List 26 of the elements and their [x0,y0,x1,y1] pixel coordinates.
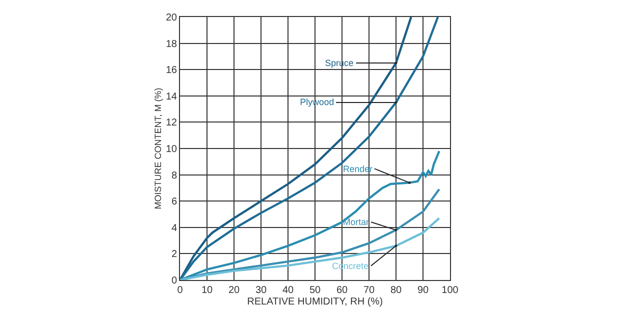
x-tick-label: 90 [417,285,429,296]
line-series [180,217,440,280]
y-tick-label: 14 [166,91,178,102]
y-tick-label: 20 [166,12,178,24]
y-tick-label: 8 [171,170,178,182]
line-series [180,188,440,280]
x-tick-label: 50 [309,285,321,296]
y-tick-label: 18 [166,38,178,50]
y-axis-title: MOISTURE CONTENT, M (%) [153,88,164,210]
y-tick-label: 0 [171,276,178,286]
y-tick-label: 16 [166,65,178,76]
x-tick-label: 10 [201,285,213,296]
x-tick-label: 40 [282,285,294,296]
x-tick-label: 100 [442,285,459,296]
x-tick-label: 70 [363,285,375,296]
y-tick-label: 6 [171,196,178,208]
line-series [180,150,440,280]
x-tick-label: 30 [255,285,267,296]
x-tick-label: 60 [336,285,348,296]
x-axis-title: RELATIVE HUMIDITY, RH (%) [247,296,383,308]
y-tick-label: 4 [171,222,178,234]
y-tick-label: 2 [171,249,178,260]
y-tick-label: 12 [166,118,178,129]
x-tick-label: 20 [228,285,240,296]
y-tick-label: 10 [166,144,178,155]
x-tick-label: 80 [390,285,402,296]
